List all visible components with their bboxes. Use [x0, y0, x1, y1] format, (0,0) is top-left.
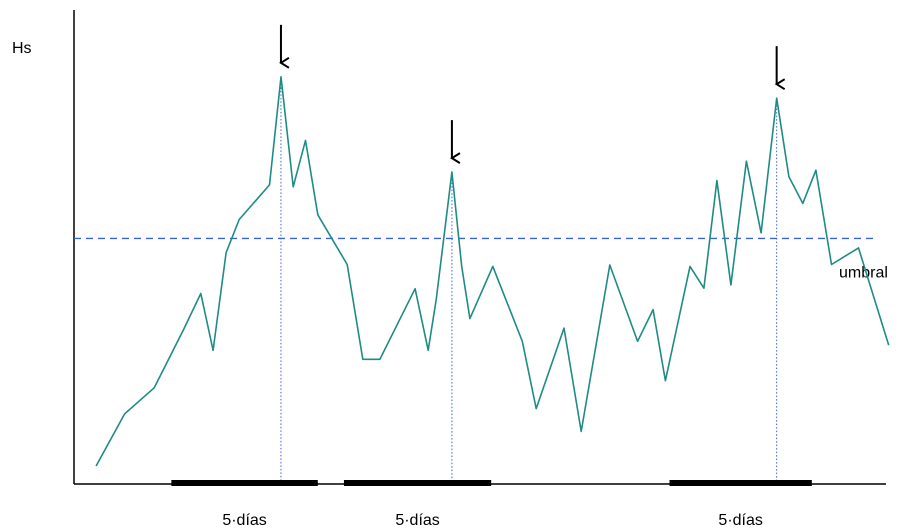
peak-arrows — [279, 24, 786, 164]
window-label-2: 5·días — [395, 512, 439, 529]
window-label-3: 5·días — [718, 512, 762, 529]
window-label-1: 5·días — [222, 512, 266, 529]
peak-markers — [280, 76, 778, 484]
duration-windows: 5·días 5·días 5·días — [171, 480, 812, 529]
y-axis-label: Hs — [12, 40, 32, 57]
threshold-label: umbral — [839, 264, 888, 281]
series-line — [95, 76, 890, 467]
